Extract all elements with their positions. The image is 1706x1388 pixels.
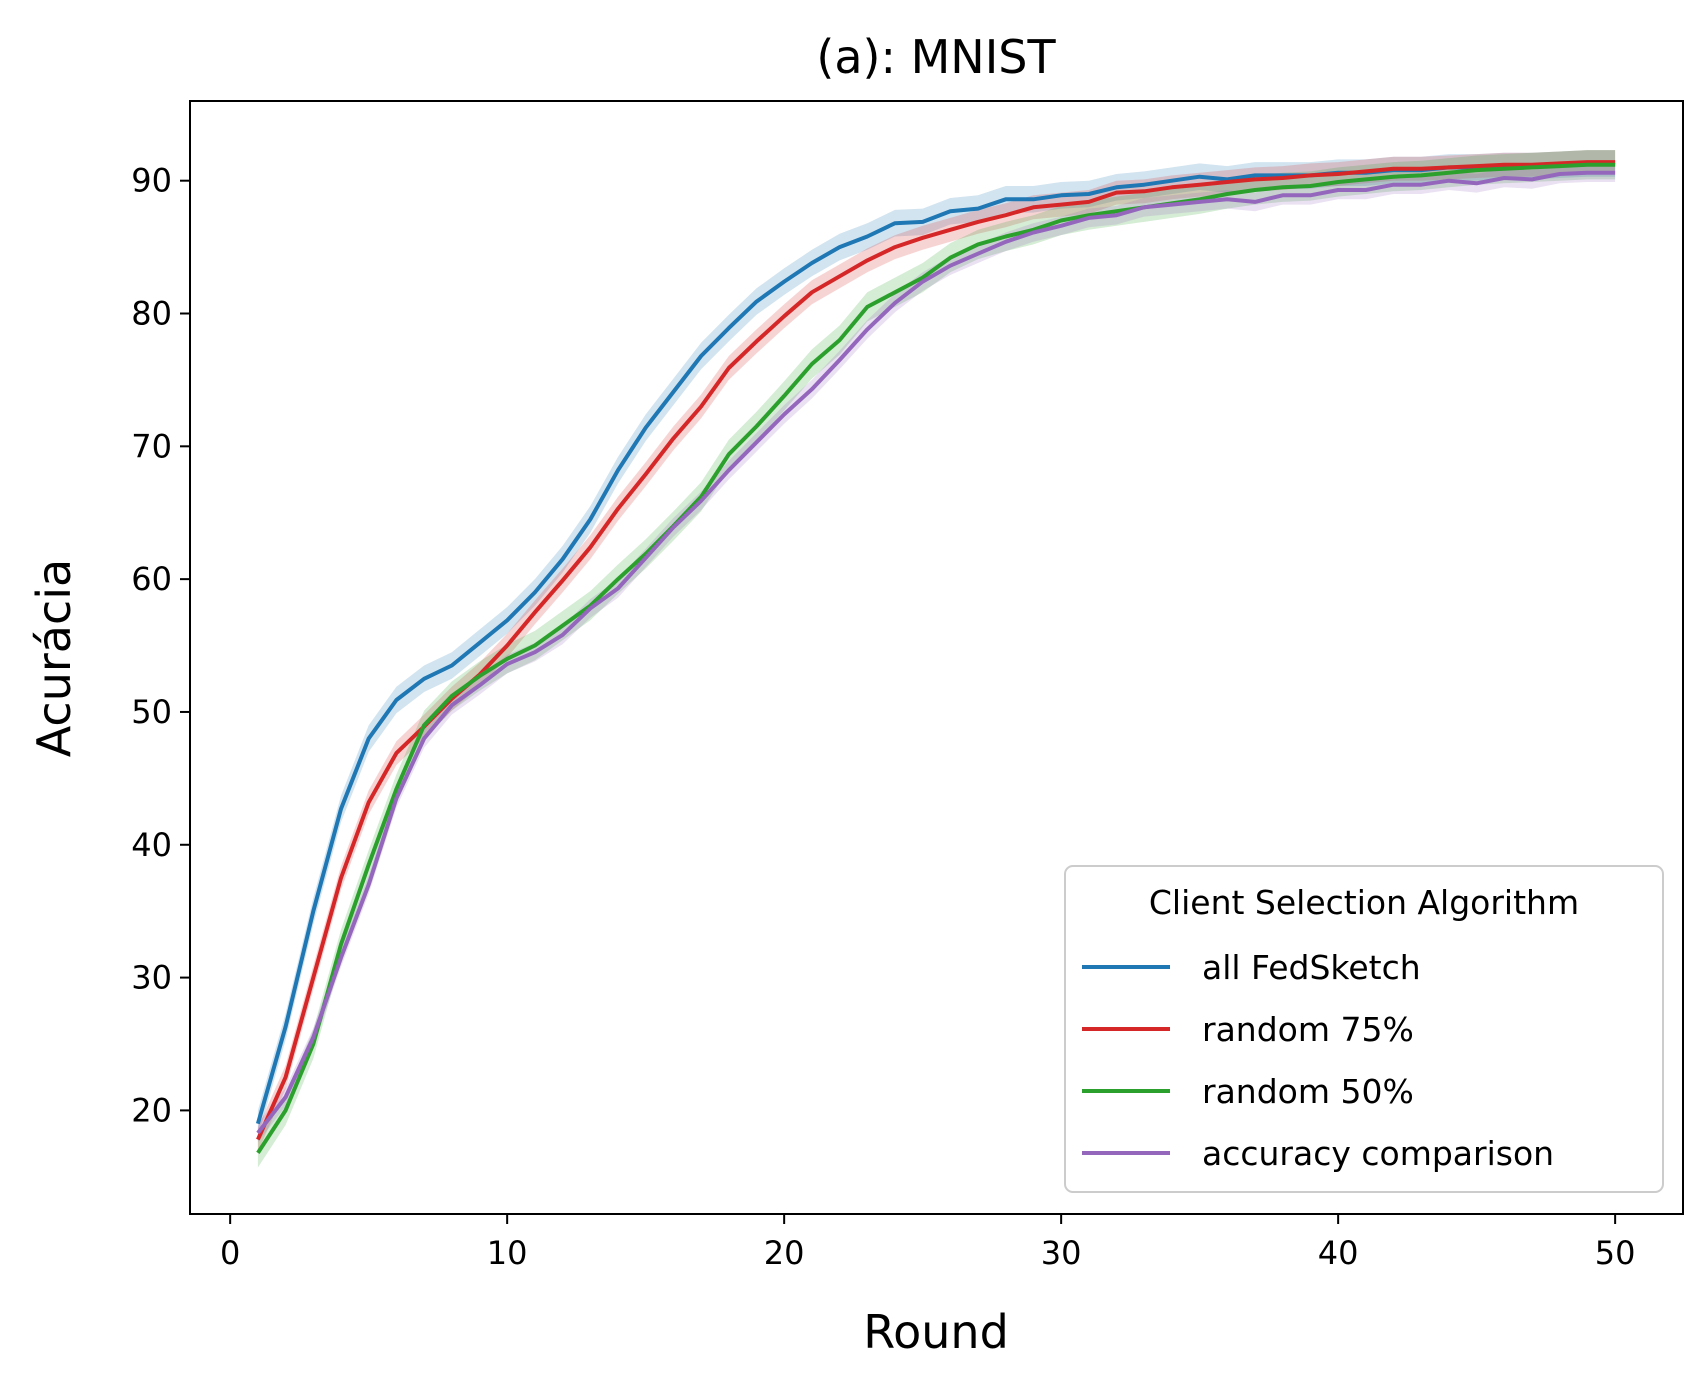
chart-title: (a): MNIST: [816, 30, 1056, 84]
series-line-random-50: [256, 162, 1616, 1154]
legend-label: all FedSketch: [1202, 948, 1421, 987]
series-lines: [255, 160, 1616, 1154]
x-axis-label: Round: [863, 1305, 1009, 1359]
legend-label: random 75%: [1202, 1010, 1414, 1049]
y-tick-label: 50: [131, 693, 172, 731]
legend-label: accuracy comparison: [1202, 1134, 1554, 1173]
x-tick-label: 50: [1595, 1234, 1636, 1272]
band-random-50: [257, 150, 1616, 1168]
y-tick-label: 60: [131, 560, 172, 598]
legend: Client Selection Algorithm all FedSketch…: [1064, 865, 1664, 1193]
y-axis-label: Acurácia: [27, 559, 81, 757]
y-tick-label: 30: [131, 959, 172, 997]
y-tick-label: 70: [131, 427, 172, 465]
y-tick-label: 40: [131, 826, 172, 864]
y-axis-ticks: 20 30 40 50 60 70 80 90: [131, 162, 190, 1129]
plot-area-frame: [189, 100, 1684, 1215]
legend-box: [1064, 865, 1664, 1193]
x-tick-label: 40: [1318, 1234, 1359, 1272]
legend-label: random 50%: [1202, 1072, 1414, 1111]
x-axis-ticks: 0 10 20 30 40 50: [220, 1214, 1636, 1272]
y-tick-label: 90: [131, 162, 172, 200]
legend-title: Client Selection Algorithm: [1149, 883, 1579, 922]
series-line-accuracy-comparison: [256, 170, 1616, 1135]
y-tick-label: 80: [131, 295, 172, 333]
series-line-random-75: [256, 160, 1616, 1141]
legend-items: all FedSketch random 75% random 50% accurac…: [1082, 948, 1554, 1173]
x-tick-label: 10: [487, 1234, 528, 1272]
x-tick-label: 20: [764, 1234, 805, 1272]
x-tick-label: 0: [220, 1234, 240, 1272]
y-tick-label: 20: [131, 1091, 172, 1129]
x-tick-label: 30: [1041, 1234, 1082, 1272]
